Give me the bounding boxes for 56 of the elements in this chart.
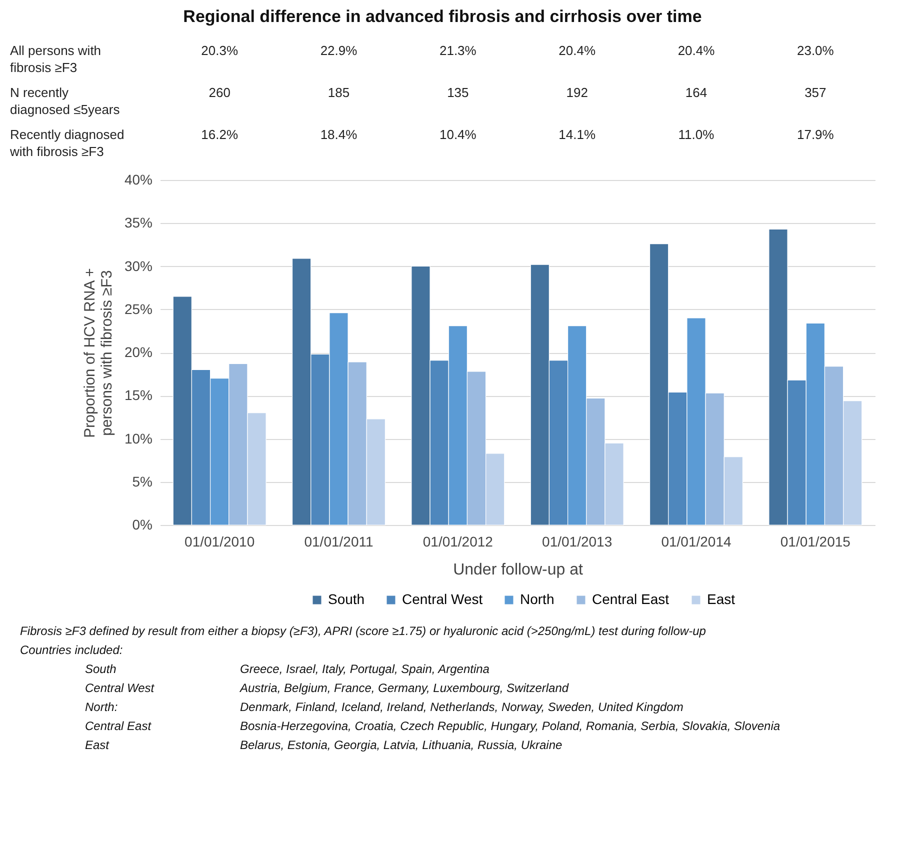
text: 11.0% (678, 127, 715, 142)
text: Belarus, Estonia, Georgia, Latvia, Lithuania, Russia, Ukraine (240, 738, 562, 752)
text: Recently diagnosed with fibrosis ≥F3 (9, 127, 124, 159)
y-axis-title: Proportion of HCV RNA + persons with fibrosis ≥F3 (81, 268, 116, 438)
x-axis-title: Under follow-up at (453, 562, 584, 578)
y-tick-label: 30% (124, 258, 152, 274)
y-tick-label: 10% (124, 430, 152, 446)
text: Countries included: (20, 643, 123, 657)
text: N recently diagnosed ≤5years (10, 85, 120, 117)
text: 10.4% (439, 127, 477, 142)
text: Denmark, Finland, Iceland, Ireland, Netherlands, Norway, Sweden, United Kingdom (240, 700, 684, 714)
text: 17.9% (796, 127, 834, 142)
legend-label: North (520, 591, 554, 607)
text: 192 (566, 85, 588, 100)
text: Greece, Israel, Italy, Portugal, Spain, Argentina (240, 662, 490, 676)
text: 18.4% (320, 127, 358, 142)
x-tick-label: 01/01/2015 (780, 534, 851, 550)
text: 20.4% (678, 43, 716, 58)
y-tick-label: 15% (124, 387, 152, 404)
text: East (85, 738, 110, 752)
text: Austria, Belgium, France, Germany, Luxembourg, Switzerland (239, 681, 569, 695)
text: 16.2% (201, 127, 238, 142)
legend-label: East (707, 591, 736, 607)
legend-label: South (328, 591, 365, 607)
text: 23.0% (796, 43, 834, 58)
y-tick-label: 0% (132, 516, 152, 532)
text: All persons with fibrosis ≥F3 (10, 43, 102, 75)
x-tick-label: 01/01/2011 (304, 534, 374, 550)
x-tick-label: 01/01/2013 (542, 534, 612, 550)
legend-label: Central West (402, 591, 483, 607)
text: 20.4% (558, 43, 596, 58)
text: 14.1% (558, 127, 596, 142)
text: 135 (447, 85, 469, 100)
chart-title: Regional difference in advanced fibrosis and cirrhosis over time (183, 7, 702, 26)
text: Fibrosis ≥F3 defined by result from either a biopsy (≥F3), APRI (score ≥1.75) or hyaluronic acid (>250ng/mL) test during follow-up (20, 624, 706, 638)
text: 357 (804, 85, 826, 100)
text: 21.3% (439, 43, 477, 58)
x-tick-label: 01/01/2012 (422, 534, 494, 550)
text: 185 (328, 85, 350, 100)
text: Bosnia-Herzegovina, Croatia, Czech Republic, Hungary, Poland, Romania, Serbia, Slovakia, Slovenia (240, 719, 780, 733)
y-tick-label: 5% (132, 473, 152, 490)
text: 260 (208, 85, 230, 100)
text: Central East (85, 719, 152, 733)
legend-label: Central East (592, 591, 670, 607)
y-tick-label: 35% (124, 214, 152, 231)
text: Central West (85, 681, 155, 695)
y-tick-label: 40% (124, 172, 152, 188)
text: South (85, 662, 117, 676)
y-tick-label: 20% (124, 344, 152, 360)
x-tick-label: 01/01/2014 (661, 534, 732, 550)
x-tick-label: 01/01/2010 (184, 534, 255, 550)
text: 20.3% (201, 43, 238, 58)
text: 164 (685, 85, 708, 100)
text: 22.9% (320, 43, 358, 58)
y-tick-label: 25% (124, 300, 152, 317)
text: North: (85, 700, 118, 714)
